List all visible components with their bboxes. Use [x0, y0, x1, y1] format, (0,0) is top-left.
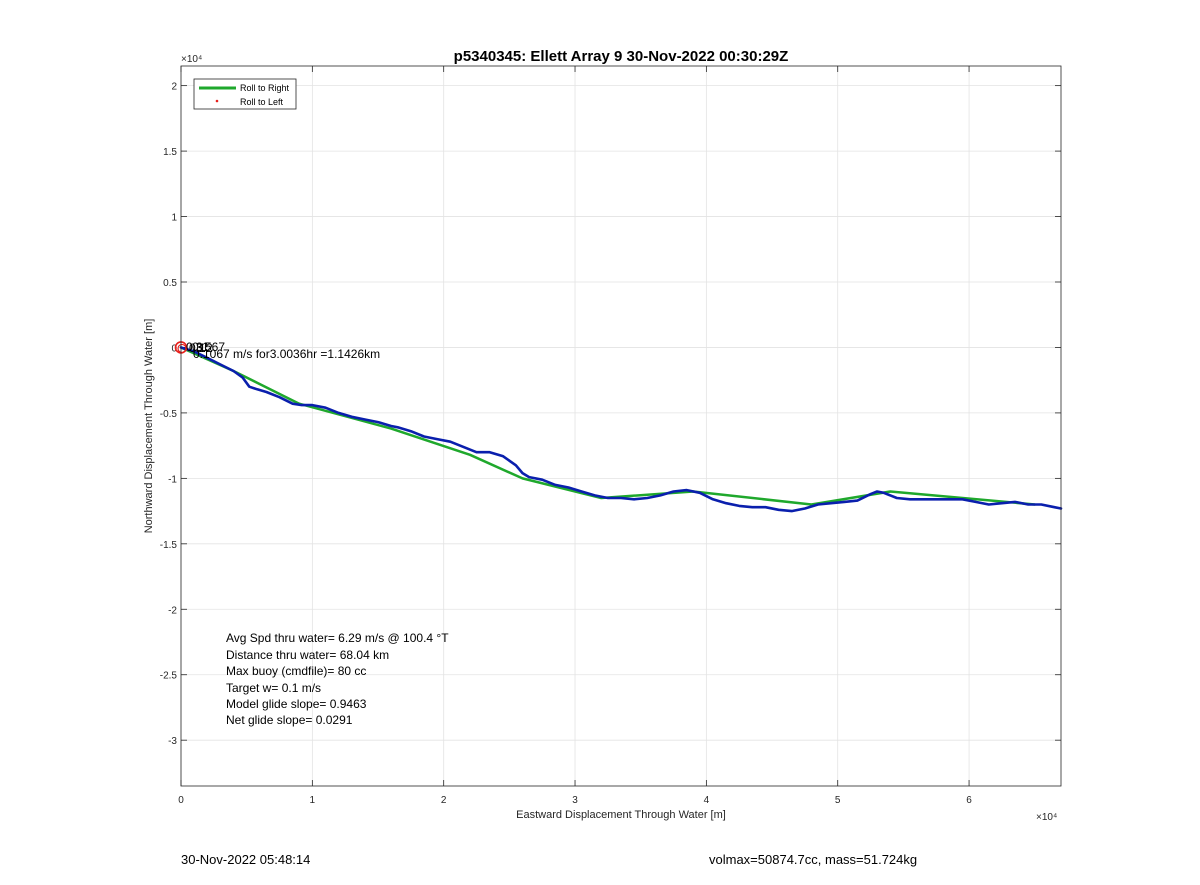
x-tick-label-5: 5	[835, 795, 841, 806]
y-exponent-label: ×10⁴	[181, 54, 202, 65]
y-tick-label-10: -3	[168, 736, 177, 747]
x-tick-label-2: 2	[441, 795, 447, 806]
y-tick-label-3: 0.5	[163, 278, 177, 289]
start-marker-circle-inner-0	[177, 343, 187, 354]
stat-avg-speed: Avg Spd thru water= 6.29 m/s @ 100.4 °T	[226, 631, 449, 645]
series-lines	[179, 346, 1063, 513]
legend-label-roll-right: Roll to Right	[240, 83, 290, 93]
x-tick-label-3: 3	[572, 795, 578, 806]
legend: Roll to Right Roll to Left	[193, 78, 297, 110]
origin-annotation-4: 3.2	[196, 341, 213, 355]
y-axis-label: Northward Displacement Through Water [m]	[143, 319, 155, 534]
origin-annotation-5: 567	[205, 340, 225, 354]
stat-net-glide: Net glide slope= 0.0291	[226, 713, 353, 727]
x-axis-label: Eastward Displacement Through Water [m]	[516, 809, 726, 821]
chart-title: p5340345: Ellett Array 9 30-Nov-2022 00:…	[454, 48, 789, 65]
y-tick-label-8: -2	[168, 605, 177, 616]
stat-max-buoy: Max buoy (cmdfile)= 80 cc	[226, 664, 366, 678]
series-line-roll-to-right	[179, 346, 1036, 506]
y-tick-label-6: -1	[168, 474, 177, 485]
series-line-track	[179, 346, 1063, 513]
axes-box	[180, 65, 1062, 787]
origin-annotation-2: 0.1	[189, 341, 206, 355]
x-tick-label-0: 0	[178, 795, 184, 806]
stat-target-w: Target w= 0.1 m/s	[226, 681, 321, 695]
legend-label-roll-left: Roll to Left	[240, 97, 284, 107]
legend-box	[193, 78, 297, 110]
y-tick-label-9: -2.5	[160, 671, 178, 682]
plot-area	[181, 66, 1061, 786]
y-tick-label-1: 1.5	[163, 147, 177, 158]
y-tick-label-0: 2	[171, 82, 177, 93]
origin-annotation-3: 0.1	[192, 340, 209, 354]
stats-block: Avg Spd thru water= 6.29 m/s @ 100.4 °T …	[226, 631, 449, 727]
grid-lines	[180, 66, 1061, 786]
x-tick-label-1: 1	[310, 795, 316, 806]
y-tick-label-4: 0	[171, 343, 177, 354]
origin-annotation-1: 0.3	[186, 340, 203, 354]
origin-annotation-speed: 0.1067 m/s for3.0036hr =1.1426km	[193, 347, 380, 361]
legend-swatch-roll-left	[215, 99, 219, 103]
stat-model-glide: Model glide slope= 0.9463	[226, 697, 367, 711]
footer-timestamp: 30-Nov-2022 05:48:14	[181, 852, 311, 867]
origin-annotations: 0.3 0.1 0.1 3.2 567 0.1067 m/s for3.0036…	[186, 340, 380, 361]
tick-labels: 0 1 2 3 4 5 6 2 1.5 1 0.5 0 -0.5 -1 -1.5 -2 -2.5 -3	[160, 82, 973, 806]
y-tick-label-5: -0.5	[160, 409, 178, 420]
footer-volmax-mass: volmax=50874.7cc, mass=51.724kg	[709, 852, 918, 867]
stat-distance: Distance thru water= 68.04 km	[226, 648, 389, 662]
x-tick-label-6: 6	[966, 795, 972, 806]
y-tick-label-7: -1.5	[160, 540, 178, 551]
x-exponent-label: ×10⁴	[1036, 812, 1057, 823]
y-tick-label-2: 1	[171, 213, 177, 224]
x-tick-label-4: 4	[704, 795, 710, 806]
